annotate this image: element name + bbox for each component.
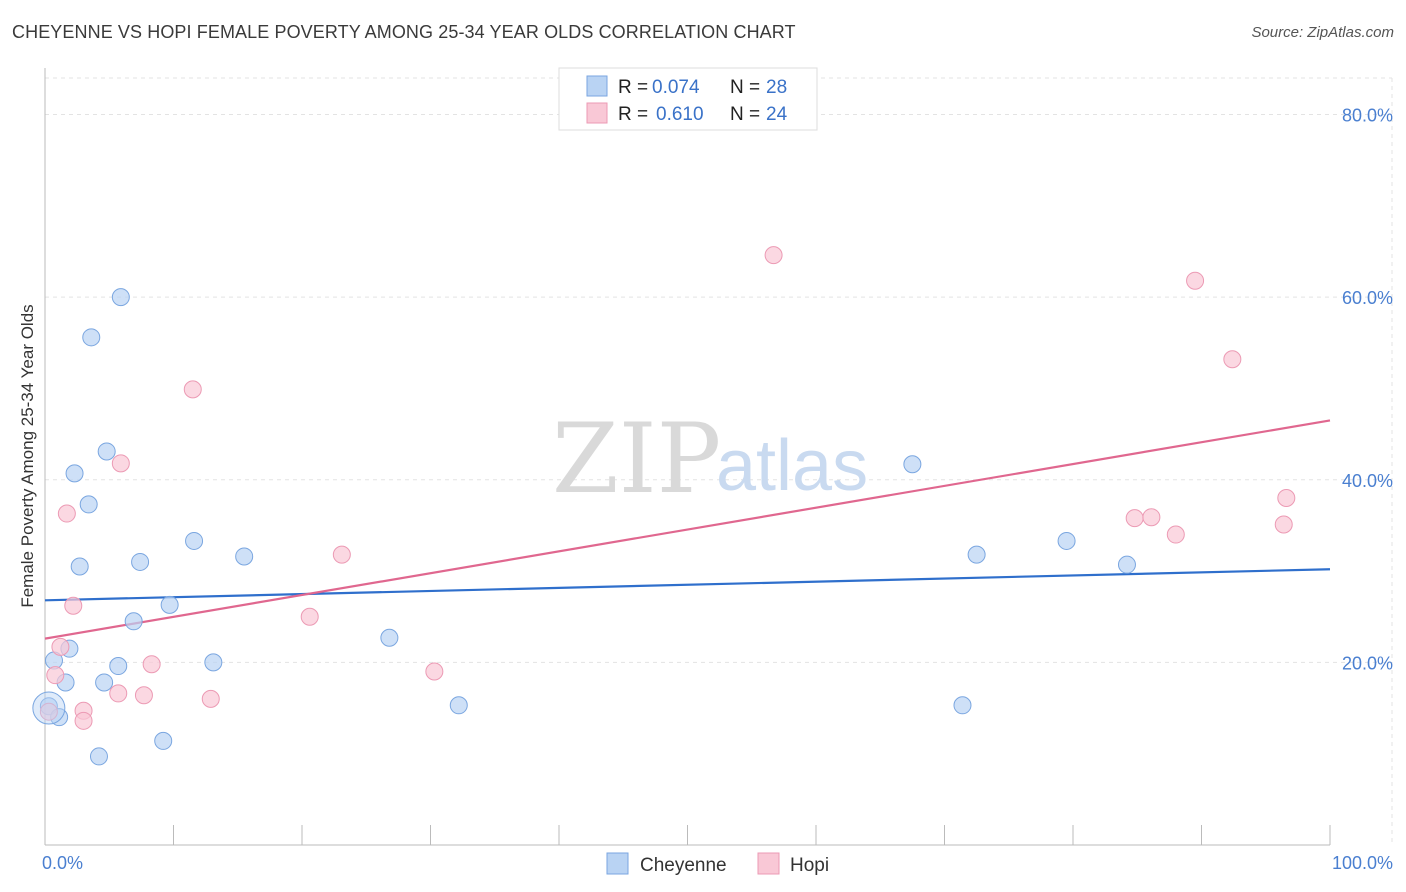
cheyenne-point-14 [131, 552, 150, 571]
legend-r-label-hopi: R = [618, 104, 648, 125]
hopi-point-14 [332, 545, 351, 564]
legend-swatch-cheyenne [586, 75, 608, 97]
hopi-point-23 [1277, 489, 1296, 508]
cheyenne-point-17 [185, 531, 204, 550]
cheyenne-point-27 [1117, 555, 1136, 574]
cheyenne-point-9 [95, 673, 114, 692]
hopi-point-6 [74, 711, 93, 730]
hopi-point-18 [1142, 508, 1161, 527]
cheyenne-point-21 [449, 696, 468, 715]
trend-lines [44, 419, 1331, 640]
y-tick-label-80: 80.0% [1342, 106, 1393, 126]
cheyenne-point-12 [111, 288, 130, 307]
bottom-legend-swatch-cheyenne [606, 852, 629, 875]
source-credit: Source: ZipAtlas.com [1251, 24, 1394, 41]
hopi-point-1 [46, 666, 65, 685]
hopi-point-19 [1166, 525, 1185, 544]
hopi-point-13 [300, 607, 319, 626]
cheyenne-point-24 [953, 696, 972, 715]
cheyenne-point-25 [967, 545, 986, 564]
hopi-point-12 [201, 689, 220, 708]
watermark: ZIP atlas [552, 403, 868, 515]
hopi-point-0 [39, 702, 58, 721]
chart-title: CHEYENNE VS HOPI FEMALE POVERTY AMONG 25… [12, 22, 796, 42]
cheyenne-point-5 [65, 464, 84, 483]
cheyenne-point-22 [89, 747, 108, 766]
cheyenne-point-11 [109, 657, 128, 676]
x-tick-label-min: 0.0% [42, 853, 83, 873]
hopi-point-15 [425, 662, 444, 681]
cheyenne-point-26 [1057, 531, 1076, 550]
cheyenne-point-7 [79, 495, 98, 514]
x-tick-label-max: 100.0% [1332, 853, 1393, 873]
y-tick-label-40: 40.0% [1342, 471, 1393, 491]
tick-labels: 20.0% 40.0% 60.0% 80.0% 0.0% 100.0% [42, 106, 1393, 873]
watermark-atlas: atlas [716, 426, 868, 506]
hopi-point-17 [1125, 509, 1144, 528]
hopi-point-10 [142, 655, 161, 674]
legend-r-value-hopi: 0.610 [656, 104, 704, 125]
cheyenne-point-10 [97, 442, 116, 461]
cheyenne-point-8 [82, 328, 101, 347]
hopi-point-21 [1223, 350, 1242, 369]
cheyenne-trend-line [44, 568, 1331, 602]
hopi-point-7 [109, 684, 128, 703]
cheyenne-point-20 [380, 628, 399, 647]
y-tick-label-60: 60.0% [1342, 288, 1393, 308]
hopi-point-3 [57, 504, 76, 523]
legend-n-value-cheyenne: 28 [766, 77, 787, 98]
cheyenne-point-19 [235, 547, 254, 566]
hopi-point-22 [1274, 515, 1293, 534]
legend-r-label-cheyenne: R = [618, 77, 648, 98]
legend-swatch-hopi [586, 102, 608, 124]
stats-legend: R = 0.074 N = 28 R = 0.610 N = 24 [558, 67, 818, 131]
legend-n-label-hopi: N = [730, 104, 760, 125]
data-points [32, 246, 1296, 766]
cheyenne-point-15 [154, 731, 173, 750]
cheyenne-point-23 [903, 455, 922, 474]
hopi-point-16 [764, 246, 783, 265]
legend-n-label-cheyenne: N = [730, 77, 760, 98]
bottom-legend-swatch-hopi [757, 852, 780, 875]
legend-n-value-hopi: 24 [766, 104, 788, 125]
hopi-point-2 [51, 637, 70, 656]
cheyenne-cluster-point [32, 691, 66, 725]
hopi-point-20 [1186, 271, 1205, 290]
legend-r-value-cheyenne: 0.074 [652, 77, 700, 98]
watermark-zip: ZIP [552, 403, 721, 515]
series-legend: Cheyenne Hopi [606, 852, 829, 876]
y-tick-label-20: 20.0% [1342, 653, 1393, 673]
cheyenne-point-16 [160, 595, 179, 614]
cheyenne-point-6 [70, 557, 89, 576]
hopi-point-4 [64, 596, 83, 615]
cheyenne-point-18 [204, 653, 223, 672]
hopi-point-8 [111, 454, 130, 473]
hopi-point-9 [134, 686, 153, 705]
bottom-legend-label-hopi: Hopi [790, 855, 829, 876]
bottom-legend-label-cheyenne: Cheyenne [640, 855, 727, 876]
hopi-trend-line [44, 419, 1331, 640]
hopi-point-11 [183, 380, 202, 399]
cheyenne-point-13 [124, 612, 143, 631]
